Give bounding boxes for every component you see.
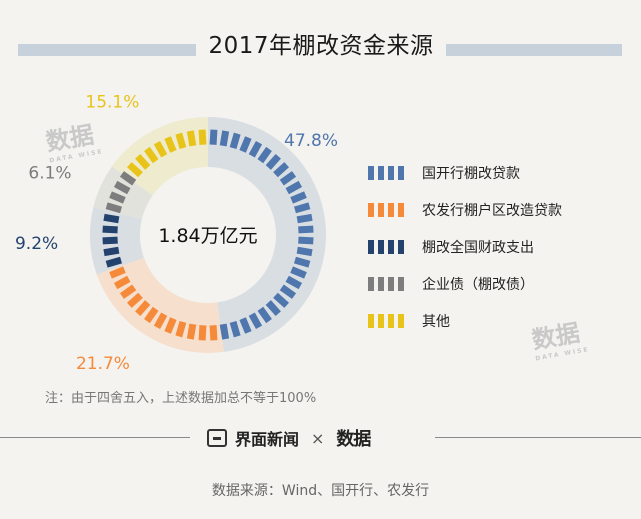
slice-dash [144,146,159,164]
slice-dash [102,236,118,245]
slice-dash [290,191,307,204]
slice-data-label: 21.7% [76,354,130,374]
slice-dash [296,246,313,257]
slice-dash [113,180,131,195]
footnote: 注：由于四舍五入，上述数据加总不等于100% [45,391,317,406]
slice-dash [103,213,120,224]
slice-dash [257,146,272,164]
slice-dash [285,180,303,195]
brand-name: 界面新闻 [235,430,300,449]
slice-dash [105,256,123,268]
slice-dash [135,300,151,316]
legend-swatch [368,166,408,180]
slice-dash [293,256,311,268]
slice-dash [198,325,207,341]
slice-dash [109,266,126,279]
slice-dash [279,171,297,186]
slice-dash [198,129,207,145]
chart-title: 2017年棚改资金来源 [208,33,434,59]
slice-dash [285,275,303,290]
slice-dash [186,323,197,340]
slice-data-label: 15.1% [85,93,139,113]
slice-dash [298,225,314,234]
legend-swatch [368,314,408,328]
slice-dash [293,202,311,214]
legend-item: 棚改全国财政支出 [368,237,562,257]
slice-dash [296,213,313,224]
slice-dash [229,132,241,150]
center-total-label: 1.84万亿元 [158,225,257,247]
slice-background [112,117,208,196]
slice-dash [239,136,252,153]
slice-dash [105,202,123,214]
slice-dash [144,306,159,324]
legend-label: 其他 [422,314,450,330]
legend-swatch [368,203,408,217]
divider [0,437,190,438]
slice-dash [102,225,118,234]
legend-item: 农发行棚户区改造贷款 [368,200,562,220]
legend-item: 企业债（棚改债） [368,274,562,294]
slice-dash [248,312,263,330]
slice-dash [248,140,263,158]
slice-dash [175,320,187,338]
slice-dash [119,171,137,186]
slice-dash [127,162,143,178]
slice-dash [298,236,314,245]
slice-dash [153,312,168,330]
slice-dash [113,275,131,290]
slice-dash [164,317,177,334]
brand-bar: 界面新闻 × 数据 [207,425,371,451]
legend-label: 企业债（棚改债） [422,277,534,293]
legend-label: 农发行棚户区改造贷款 [422,203,562,219]
source-text: 数据来源：Wind、国开行、农发行 [211,483,430,499]
slice-dash [273,292,289,308]
legend-label: 国开行棚改贷款 [422,166,520,182]
legend-swatch [368,277,408,291]
slice-data-label: 9.2% [15,234,58,254]
slice-dash [135,154,151,170]
slice-dash [109,191,126,204]
slice-dash [219,323,230,340]
divider [435,437,641,438]
slice-dash [209,325,218,341]
slice-dash [273,162,289,178]
legend: 国开行棚改贷款 农发行棚户区改造贷款 棚改全国财政支出 企业债（棚改债） 其他 [368,163,562,348]
slice-dash [265,154,281,170]
slice-dash [239,317,252,334]
data-wise-logo: 数据 [336,429,371,450]
slice-data-label: 6.1% [28,164,71,184]
slice-data-label: 47.8% [284,131,338,151]
slice-dash [127,292,143,308]
slice-dash [153,140,168,158]
slice-dash [229,320,241,338]
slice-dash [265,300,281,316]
slice-dash [175,132,187,150]
slice-dash [164,136,177,153]
slice-dash [103,246,120,257]
slice-dash [279,284,297,299]
slice-background [208,117,326,352]
slice-dash [119,284,137,299]
newspaper-icon [207,429,227,447]
slice-dash [209,129,218,145]
slice-dash [290,266,307,279]
title-box [196,22,446,62]
legend-swatch [368,240,408,254]
legend-item: 国开行棚改贷款 [368,163,562,183]
slice-dash [257,306,272,324]
slice-dash [219,130,230,147]
legend-label: 棚改全国财政支出 [422,240,534,256]
slice-dash [186,130,197,147]
brand-times: × [311,428,325,448]
legend-item: 其他 [368,311,562,331]
